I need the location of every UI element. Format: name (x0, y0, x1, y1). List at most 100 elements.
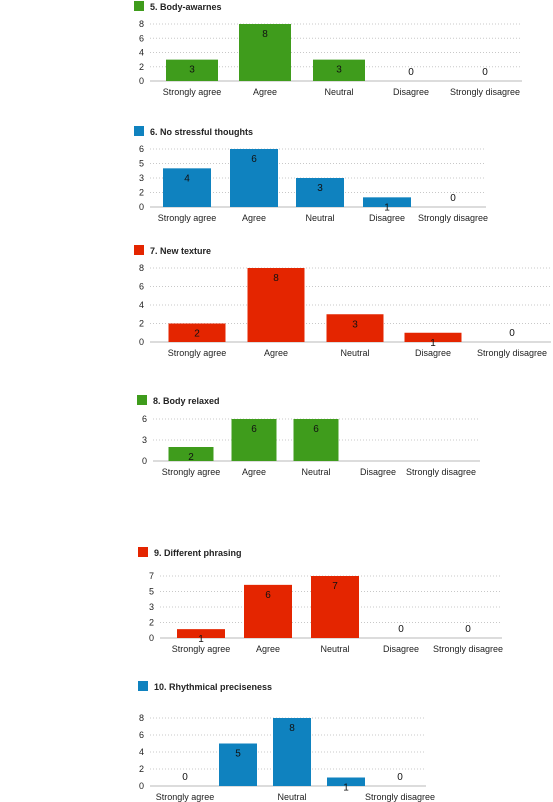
bar (239, 24, 291, 81)
bar (168, 447, 214, 461)
legend-swatch (134, 126, 144, 136)
y-tick-label: 0 (139, 202, 144, 212)
chart-title: 6. No stressful thoughts (150, 127, 253, 137)
y-tick-label: 6 (142, 414, 147, 424)
x-tick-label: Neutral (277, 792, 306, 802)
x-tick-label: Strongly agree (156, 792, 215, 802)
data-label: 5 (235, 749, 241, 760)
bar (166, 59, 218, 81)
y-tick-label: 3 (142, 435, 147, 445)
data-label: 6 (251, 424, 257, 435)
legend-swatch (137, 395, 147, 405)
x-tick-label: Disagree (360, 467, 396, 477)
data-label: 0 (465, 624, 471, 635)
bar (296, 178, 344, 207)
x-tick-label: Strongly disagree (477, 348, 547, 358)
x-tick-label: Strongly disagree (365, 792, 435, 802)
x-tick-label: Agree (242, 467, 266, 477)
data-label: 0 (450, 193, 456, 204)
chart-title: 7. New texture (150, 246, 211, 256)
x-tick-label: Agree (264, 348, 288, 358)
bar (168, 323, 226, 342)
data-label: 8 (262, 29, 268, 40)
x-tick-label: Strongly agree (172, 644, 231, 654)
y-tick-label: 2 (139, 188, 144, 198)
chart-title: 10. Rhythmical preciseness (154, 682, 272, 692)
y-tick-label: 7 (149, 571, 154, 581)
chart-title: 5. Body-awarnes (150, 2, 222, 12)
bar (177, 629, 225, 638)
bar (404, 332, 462, 342)
data-label: 8 (273, 273, 279, 284)
data-label: 3 (352, 319, 358, 330)
y-tick-label: 4 (139, 747, 144, 757)
x-tick-label: Strongly agree (163, 87, 222, 97)
data-label: 6 (313, 424, 319, 435)
data-label: 2 (188, 452, 194, 463)
bar (311, 576, 359, 638)
data-label: 3 (189, 65, 195, 76)
x-tick-label: Strongly disagree (418, 213, 488, 223)
bar (247, 268, 305, 342)
x-tick-label: Strongly agree (168, 348, 227, 358)
x-tick-label: Strongly agree (158, 213, 217, 223)
y-tick-label: 0 (149, 633, 154, 643)
x-tick-label: Neutral (301, 467, 330, 477)
y-tick-label: 6 (139, 33, 144, 43)
data-label: 0 (182, 772, 188, 783)
y-tick-label: 0 (139, 76, 144, 86)
data-label: 4 (184, 173, 190, 184)
data-label: 6 (251, 154, 257, 165)
x-tick-label: Disagree (383, 644, 419, 654)
x-tick-label: Agree (242, 213, 266, 223)
bar (363, 197, 411, 207)
data-label: 8 (289, 723, 295, 734)
data-label: 0 (398, 624, 404, 635)
data-label: 0 (482, 67, 488, 78)
legend-swatch (138, 547, 148, 557)
y-tick-label: 0 (139, 337, 144, 347)
data-label: 1 (198, 634, 204, 645)
x-tick-label: Neutral (305, 213, 334, 223)
y-tick-label: 0 (142, 456, 147, 466)
legend-swatch (134, 245, 144, 255)
y-tick-label: 3 (149, 602, 154, 612)
x-tick-label: Agree (253, 87, 277, 97)
y-tick-label: 3 (139, 173, 144, 183)
x-tick-label: Strongly disagree (406, 467, 476, 477)
y-tick-label: 2 (139, 764, 144, 774)
x-tick-label: Disagree (415, 348, 451, 358)
y-tick-label: 8 (139, 713, 144, 723)
x-tick-label: Agree (256, 644, 280, 654)
data-label: 1 (430, 338, 436, 349)
y-tick-label: 4 (139, 48, 144, 58)
bar (327, 777, 365, 786)
y-tick-label: 6 (139, 730, 144, 740)
bar (273, 718, 311, 786)
x-tick-label: Disagree (369, 213, 405, 223)
x-tick-label: Neutral (320, 644, 349, 654)
x-tick-label: Strongly agree (162, 467, 221, 477)
x-tick-label: Neutral (324, 87, 353, 97)
bar (293, 419, 339, 461)
data-label: 6 (265, 590, 271, 601)
data-label: 0 (397, 772, 403, 783)
y-tick-label: 2 (139, 62, 144, 72)
x-tick-label: Strongly disagree (450, 87, 520, 97)
data-label: 0 (408, 67, 414, 78)
x-tick-label: Disagree (393, 87, 429, 97)
y-tick-label: 5 (139, 159, 144, 169)
y-tick-label: 2 (149, 618, 154, 628)
y-tick-label: 6 (139, 144, 144, 154)
bar (313, 59, 365, 81)
y-tick-label: 8 (139, 263, 144, 273)
data-label: 7 (332, 581, 338, 592)
y-tick-label: 6 (139, 282, 144, 292)
bar (163, 168, 211, 207)
bar (219, 743, 257, 786)
data-label: 3 (317, 183, 323, 194)
legend-swatch (138, 681, 148, 691)
y-tick-label: 4 (139, 300, 144, 310)
bar (326, 314, 384, 342)
